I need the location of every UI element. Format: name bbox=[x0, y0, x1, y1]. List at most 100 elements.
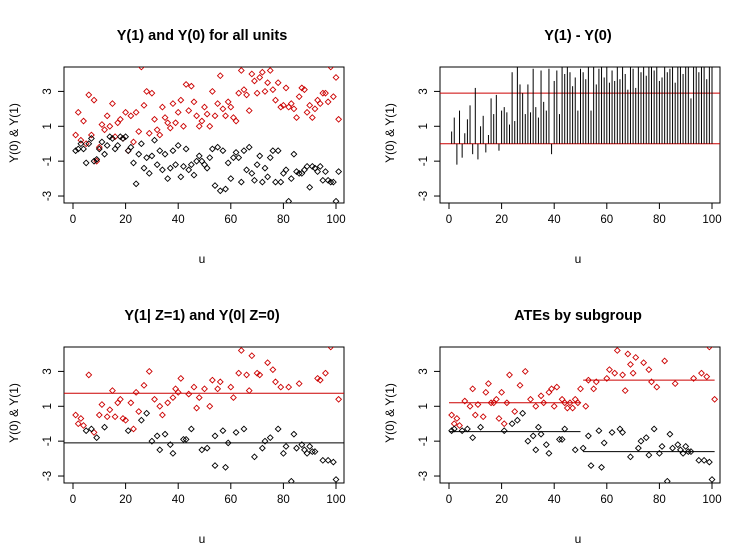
panel-3-y1-point bbox=[140, 381, 148, 389]
panel-2-x-tick-label: 60 bbox=[600, 214, 613, 226]
panel-3-y0-point bbox=[203, 444, 211, 452]
panel-1-y0-point bbox=[87, 135, 95, 142]
panel-1-y0-point bbox=[295, 169, 303, 177]
panel-1-y1-point bbox=[72, 131, 80, 139]
panel-3-y1-point bbox=[74, 420, 82, 428]
panel-3-plot-frame bbox=[63, 346, 345, 484]
panel-3-y-tick-label: -3 bbox=[42, 471, 54, 481]
panel-4-x-tick-label: 60 bbox=[600, 494, 613, 506]
panel-3-y0-point bbox=[101, 423, 108, 431]
panel-1-y1-point bbox=[158, 103, 166, 111]
panel-1-y1-point bbox=[327, 67, 335, 71]
panel-2-plot-frame bbox=[439, 66, 721, 204]
panel-1-y0-point bbox=[251, 176, 258, 184]
panel-4-y1-point bbox=[627, 360, 634, 368]
panel-2-title: Y(1) - Y(0) bbox=[544, 28, 612, 44]
panel-3-y0-point bbox=[137, 416, 145, 424]
panel-3-y1-point bbox=[127, 399, 135, 407]
panel-1-y0-point bbox=[164, 175, 172, 183]
panel-1-y1-point bbox=[172, 119, 180, 127]
panel-1-plot-frame bbox=[63, 66, 345, 204]
panel-3-y0-point bbox=[232, 428, 240, 436]
panel-1-y1-point bbox=[208, 87, 216, 95]
panel-4-x-tick-label: 80 bbox=[653, 494, 666, 506]
panel-1-marks bbox=[72, 67, 343, 203]
panel-1-y1-point bbox=[322, 89, 329, 97]
panel-4-y0-point bbox=[679, 449, 687, 457]
panel-1-y1-point bbox=[332, 74, 340, 81]
panel-1-y1-point bbox=[106, 122, 114, 130]
panel-1-y0-point bbox=[174, 142, 182, 149]
panel-1-y1-point bbox=[98, 121, 106, 128]
panel-3-y1-point bbox=[174, 388, 182, 396]
panel-4-y1-point bbox=[550, 402, 558, 410]
panel-4-y0-point bbox=[600, 439, 608, 447]
panel-3-y1-point bbox=[130, 425, 137, 433]
panel-4-y0-point bbox=[537, 430, 545, 438]
panel-1-y0-point bbox=[227, 175, 235, 183]
panel-4-y0-point bbox=[674, 441, 682, 449]
panel-1-y1-point bbox=[164, 119, 172, 127]
panel-1-y0-point bbox=[135, 150, 143, 158]
panel-1-y1-point bbox=[166, 124, 174, 132]
panel-3-y1-point bbox=[156, 402, 164, 410]
panel-3-x-axis-label: u bbox=[199, 532, 206, 546]
panel-3-y1-point bbox=[135, 408, 143, 415]
panel-3-y1-point bbox=[214, 385, 222, 393]
panel-1-y0-point bbox=[232, 148, 240, 156]
panel-4-y1-point bbox=[548, 385, 556, 393]
panel-3-y1-point bbox=[95, 411, 103, 419]
panel-1-y0-point bbox=[193, 157, 201, 165]
panel-4-y1-point bbox=[690, 374, 698, 382]
panel-3-y1-point bbox=[253, 369, 261, 377]
panel-1-y1-point bbox=[187, 82, 195, 90]
panel-1-y1-point bbox=[185, 107, 193, 115]
panel-1-y0-point bbox=[127, 143, 135, 151]
panel-4-x-tick-label: 20 bbox=[495, 494, 508, 506]
panel-1-x-tick-label: 60 bbox=[224, 214, 237, 226]
panel-4-y-tick-label: -3 bbox=[418, 471, 430, 481]
panel-1-y-axis-label: Y(0) & Y(1) bbox=[7, 103, 21, 163]
panel-1-y0-point bbox=[103, 142, 111, 149]
panel-4-y0-point bbox=[682, 442, 690, 450]
panel-1-y1-point bbox=[311, 105, 319, 113]
panel-1-x-tick-label: 40 bbox=[172, 214, 185, 226]
panel-1-y1-point bbox=[306, 101, 314, 109]
panel-4-y1-point bbox=[574, 399, 582, 407]
panel-1-y1-point bbox=[101, 126, 108, 134]
panel-1-y1-point bbox=[253, 89, 261, 97]
panel-4-y0-point bbox=[519, 409, 527, 417]
panel-4-y1-point bbox=[495, 415, 503, 422]
panel-2-x-tick-label: 20 bbox=[495, 214, 508, 226]
panel-4-y1-point bbox=[648, 378, 655, 386]
panel-1-y0-point bbox=[137, 140, 145, 148]
panel-1-y0-point bbox=[101, 150, 108, 158]
panel-3-y1-point bbox=[201, 385, 208, 393]
panel-4-y1-point bbox=[516, 381, 524, 389]
panel-2-marks bbox=[440, 67, 720, 165]
panel-1-y0-point bbox=[130, 159, 137, 167]
panel-1-y1-point bbox=[109, 100, 116, 108]
panel-3-y0-point bbox=[224, 439, 232, 447]
panel-4-y1-point bbox=[492, 395, 500, 403]
panel-2-plot-area: 0 20 40 60 80 100 -3 -1 1 3 bbox=[418, 67, 722, 226]
panel-1-y1-point bbox=[80, 117, 87, 125]
panel-1-y-tick-label: -1 bbox=[42, 156, 54, 166]
panel-1-y1-point bbox=[74, 108, 82, 116]
panel-1-y1-point bbox=[303, 108, 311, 116]
panel-3-y1-point bbox=[195, 394, 203, 402]
panel-3-y1-point bbox=[248, 352, 256, 360]
panel-3-y1-point bbox=[109, 387, 116, 395]
panel-1-y1-point bbox=[224, 98, 232, 106]
panel-3-y1-point bbox=[80, 422, 87, 429]
panel-1-y0-point bbox=[116, 133, 124, 141]
panel-1-y0-point bbox=[329, 178, 337, 186]
panel-1-y1-point bbox=[272, 96, 279, 104]
panel-3-y1-point bbox=[72, 411, 80, 419]
panel-1-y1-point bbox=[169, 100, 177, 108]
panel-1-x-tick-label: 0 bbox=[70, 214, 76, 226]
panel-1-y0-point bbox=[85, 140, 93, 148]
panel-3-y0-point bbox=[143, 409, 151, 417]
panel-4-y1-point bbox=[482, 388, 490, 396]
panel-1-y0-point bbox=[258, 178, 266, 186]
